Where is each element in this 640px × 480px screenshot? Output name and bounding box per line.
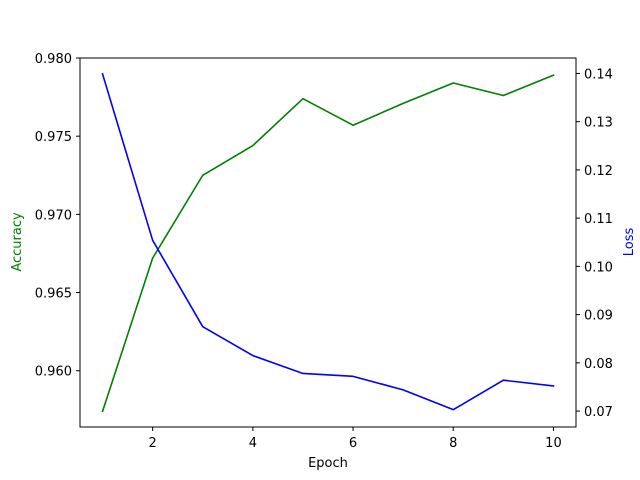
right-tick-label: 0.08: [584, 357, 613, 372]
left-tick-label: 0.975: [35, 130, 72, 145]
ticks-layer: 2 4 6 8 10 0.960 0.965 0.970 0.975 0.980 0.07 0.08 0…: [35, 52, 613, 451]
right-tick-label: 0.07: [584, 405, 613, 420]
left-tick-label: 0.980: [35, 52, 72, 67]
right-tick-label: 0.13: [584, 116, 613, 131]
right-tick-label: 0.14: [584, 67, 613, 82]
right-axis-title: Loss: [622, 228, 637, 257]
left-tick-label: 0.970: [35, 208, 72, 223]
accuracy-line: [101, 74, 555, 413]
left-tick-label: 0.965: [35, 287, 72, 302]
x-tick-label: 2: [149, 436, 157, 451]
series-layer: [101, 72, 555, 413]
x-tick-label: 6: [349, 436, 357, 451]
left-tick-label: 0.960: [35, 365, 72, 380]
right-tick-label: 0.10: [584, 260, 613, 275]
x-axis-title: Epoch: [308, 456, 348, 471]
plot-frame: [79, 57, 577, 428]
right-tick-label: 0.12: [584, 164, 613, 179]
right-tick-label: 0.11: [584, 212, 613, 227]
loss-line: [101, 72, 555, 411]
x-tick-label: 10: [545, 436, 562, 451]
left-axis-title: Accuracy: [10, 212, 25, 272]
x-tick-label: 4: [249, 436, 257, 451]
right-tick-label: 0.09: [584, 309, 613, 324]
x-tick-label: 8: [449, 436, 457, 451]
